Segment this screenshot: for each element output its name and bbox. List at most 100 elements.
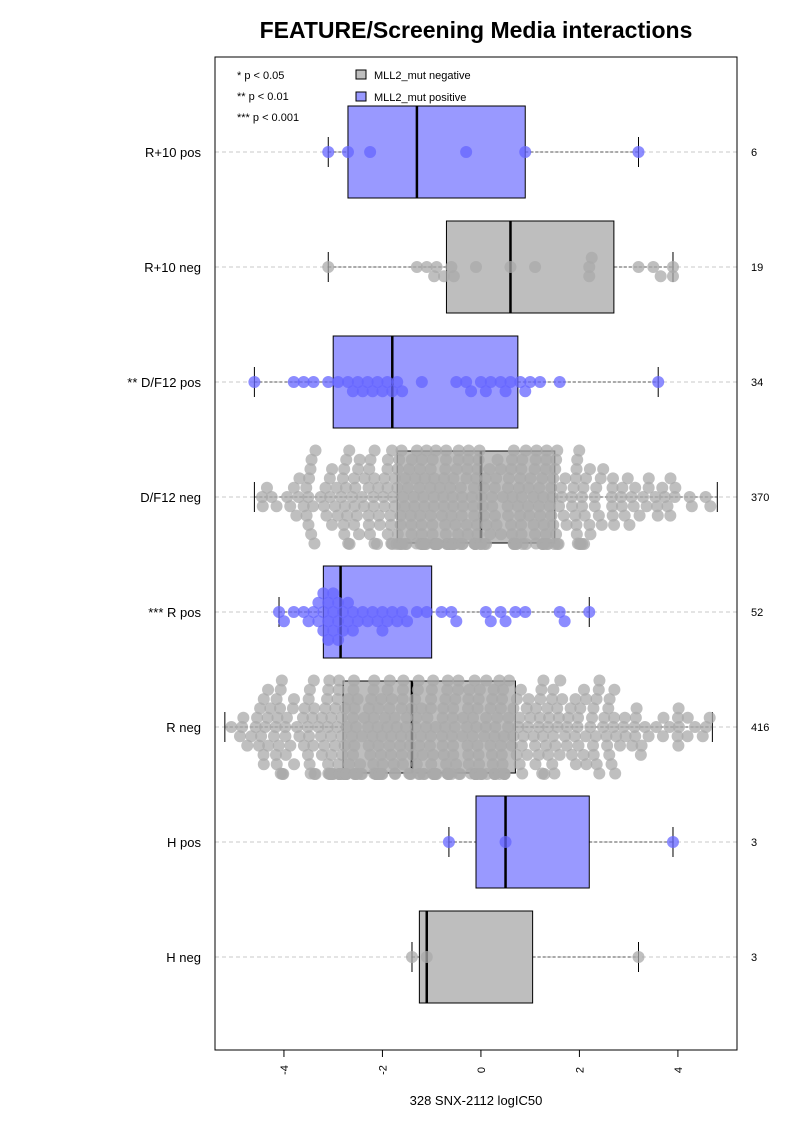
data-point (439, 518, 452, 531)
data-point (436, 739, 449, 752)
data-point (480, 674, 493, 687)
data-point (613, 739, 626, 752)
data-point (513, 711, 526, 724)
data-point (527, 491, 540, 503)
data-point (415, 702, 428, 715)
data-point (338, 528, 351, 541)
data-point (524, 711, 537, 724)
data-point (471, 518, 484, 531)
data-point (529, 739, 542, 752)
data-point (460, 376, 473, 388)
data-point (425, 683, 438, 696)
data-point (362, 481, 375, 494)
data-point (512, 500, 525, 513)
data-point (488, 481, 501, 494)
data-point (409, 472, 422, 485)
plot-frame (214, 56, 738, 1051)
data-point (642, 481, 655, 494)
data-point (486, 500, 499, 513)
data-point (577, 481, 590, 494)
data-point (505, 528, 518, 541)
data-point (371, 721, 384, 733)
data-point (489, 721, 502, 733)
data-point (377, 491, 390, 503)
data-point (362, 739, 375, 752)
data-point (292, 491, 305, 503)
data-point (586, 711, 599, 724)
data-point (651, 509, 664, 522)
data-point (473, 683, 486, 696)
data-point (456, 500, 469, 513)
data-point (408, 500, 421, 513)
data-point (361, 615, 374, 628)
data-point (397, 491, 410, 503)
data-point (447, 748, 460, 761)
data-point (436, 730, 449, 743)
data-point (486, 758, 499, 771)
data-point (425, 758, 438, 771)
data-point (672, 739, 685, 752)
data-point (672, 721, 685, 733)
data-point (447, 500, 460, 513)
data-point (252, 739, 265, 752)
data-point (516, 767, 529, 780)
data-point (325, 748, 338, 761)
data-point (262, 739, 275, 752)
data-point (427, 674, 440, 687)
data-point (391, 376, 404, 388)
data-point (504, 376, 517, 388)
data-point (324, 730, 337, 743)
data-point (346, 606, 359, 618)
data-point (320, 509, 333, 522)
x-tick-label: 2 (574, 1067, 586, 1073)
data-point (424, 481, 437, 494)
data-point (515, 518, 528, 531)
data-point (567, 481, 580, 494)
data-point (322, 146, 335, 158)
data-point (418, 472, 431, 485)
data-point (362, 702, 375, 715)
data-point (424, 509, 437, 522)
data-point (485, 491, 498, 503)
data-point (433, 481, 446, 494)
data-point (461, 528, 474, 541)
data-point (376, 385, 389, 398)
data-point (553, 606, 566, 618)
data-point (366, 730, 379, 743)
data-point (519, 385, 532, 398)
group-label: ** D/F12 pos (127, 375, 201, 390)
data-point (303, 730, 316, 743)
data-point (254, 702, 267, 715)
data-point (536, 472, 549, 485)
data-point (615, 500, 628, 513)
data-point (279, 730, 292, 743)
data-point (651, 500, 664, 513)
data-point (300, 481, 313, 494)
data-point (426, 453, 439, 466)
data-point (669, 481, 682, 494)
data-point (514, 472, 527, 485)
data-point (448, 721, 461, 733)
data-point (472, 693, 485, 706)
data-point (407, 491, 420, 503)
data-point (550, 453, 563, 466)
data-point (617, 721, 630, 733)
data-point (514, 683, 527, 696)
data-point (566, 500, 579, 513)
data-point (619, 730, 632, 743)
data-point (314, 491, 327, 503)
data-point (590, 758, 603, 771)
data-point (629, 711, 642, 724)
data-point (574, 702, 587, 715)
data-point (609, 767, 622, 780)
data-point (386, 444, 399, 457)
data-point (629, 481, 642, 494)
data-point (436, 711, 449, 724)
data-point (505, 463, 518, 476)
data-point (355, 768, 368, 780)
data-point (546, 758, 559, 771)
data-point (528, 463, 541, 476)
data-point (397, 674, 410, 687)
data-point (456, 730, 469, 743)
data-point (367, 491, 380, 503)
